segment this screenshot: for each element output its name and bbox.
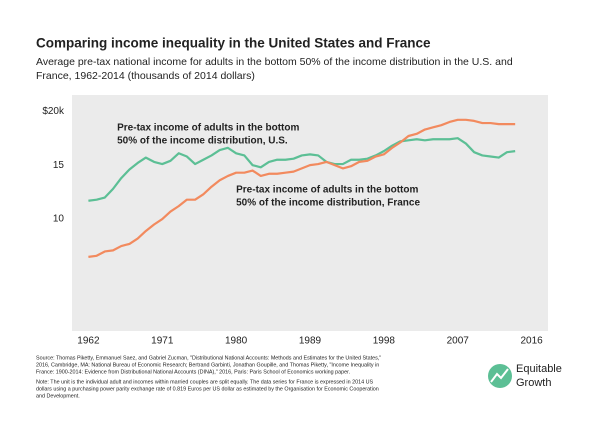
note-text: dollars using a purchasing power parity … xyxy=(36,386,379,392)
chart-title: Comparing income inequality in the Unite… xyxy=(36,36,431,51)
plot-background xyxy=(72,95,548,331)
x-tick-label: 1962 xyxy=(77,336,100,347)
source-text: France: 1900-2014: Evidence from Distrib… xyxy=(36,369,350,375)
y-tick-label: 15 xyxy=(53,160,65,171)
y-tick-label: $20k xyxy=(42,106,65,117)
chart-subtitle: France, 1962-2014 (thousands of 2014 dol… xyxy=(36,70,255,82)
logo-text: Growth xyxy=(516,377,551,389)
x-tick-label: 2007 xyxy=(447,336,470,347)
logo-text: Equitable xyxy=(516,363,562,375)
x-tick-label: 2016 xyxy=(520,336,543,347)
logo-icon xyxy=(488,364,512,388)
note-text: Note: The unit is the individual adult a… xyxy=(36,379,373,385)
note-text: and Development. xyxy=(36,393,80,399)
annotation: Pre-tax income of adults in the bottom xyxy=(117,123,299,134)
x-tick-label: 1998 xyxy=(373,336,396,347)
source-text: 2016, Cambridge, MA: National Bureau of … xyxy=(36,362,379,368)
annotation: 50% of the income distribution, France xyxy=(236,198,420,209)
chart-subtitle: Average pre-tax national income for adul… xyxy=(36,56,513,68)
x-tick-label: 1980 xyxy=(225,336,248,347)
x-tick-label: 1971 xyxy=(151,336,174,347)
y-tick-label: 10 xyxy=(53,214,65,225)
series-line xyxy=(88,137,516,202)
annotation: 50% of the income distribution, U.S. xyxy=(117,136,288,147)
annotation: Pre-tax income of adults in the bottom xyxy=(236,185,418,196)
source-text: Source: Thomas Piketty, Emmanuel Saez, a… xyxy=(36,355,381,361)
series-line xyxy=(88,118,516,258)
x-tick-label: 1989 xyxy=(299,336,322,347)
